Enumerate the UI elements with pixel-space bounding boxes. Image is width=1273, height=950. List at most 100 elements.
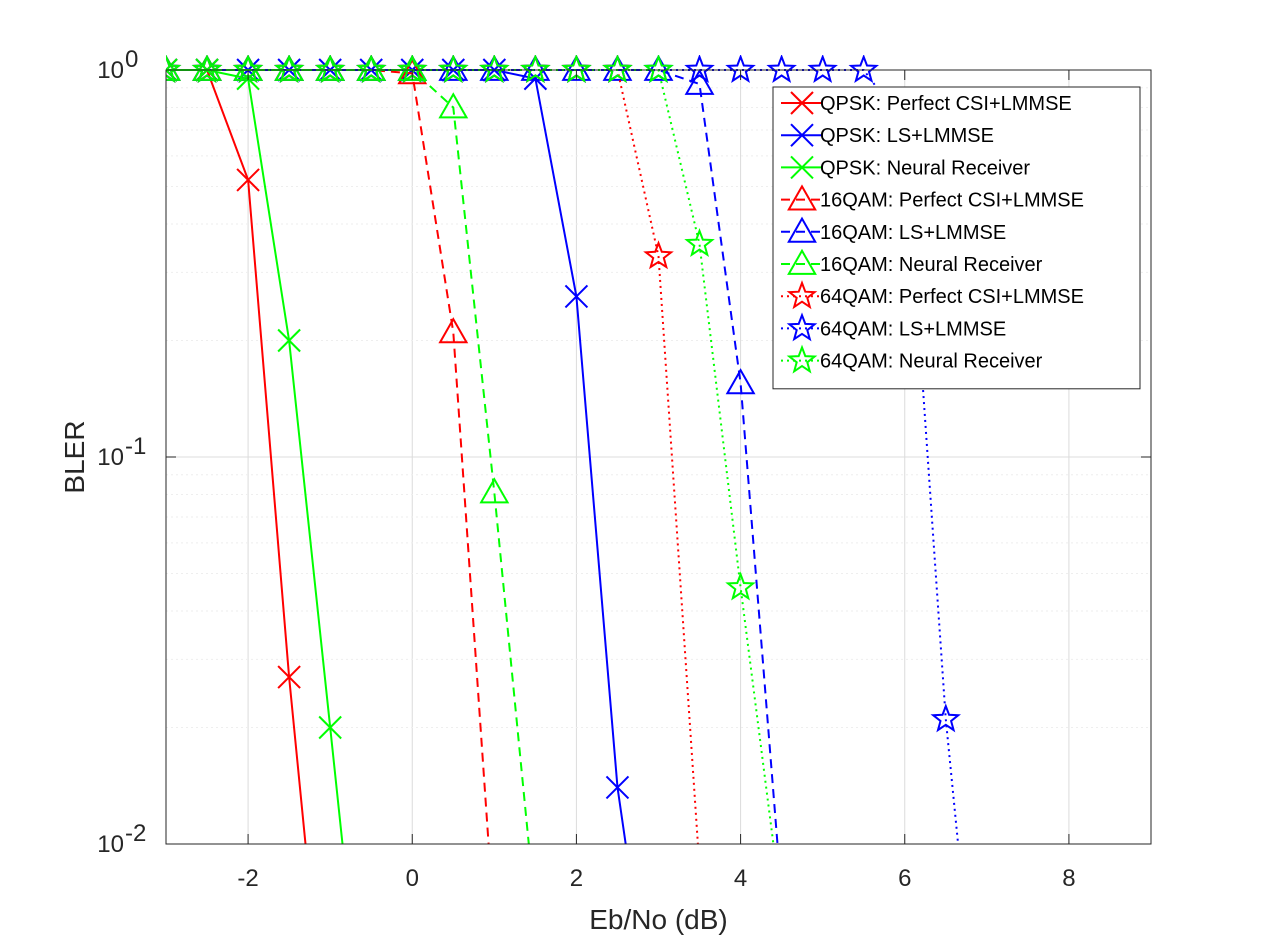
marker-stroke: [236, 168, 260, 192]
legend-entry: QPSK: Neural Receiver: [781, 155, 1030, 180]
marker-triangle: [684, 68, 715, 95]
legend-label: 64QAM: LS+LMMSE: [820, 318, 1006, 340]
marker-triangle: [643, 55, 674, 81]
marker-star: [166, 55, 182, 84]
marker-triangle: [602, 55, 633, 81]
legend-label: 64QAM: Neural Receiver: [820, 351, 1043, 373]
legend-label: 16QAM: Perfect CSI+LMMSE: [820, 190, 1084, 212]
y-tick-label: 10: [97, 57, 124, 84]
marker-triangle: [787, 184, 817, 211]
marker-triangle: [166, 55, 181, 81]
marker-star: [766, 55, 797, 84]
marker-stroke: [166, 58, 178, 72]
marker-x: [790, 91, 814, 115]
series-1: [166, 58, 307, 844]
legend-label: QPSK: Neural Receiver: [820, 157, 1030, 179]
legend-entry: 64QAM: Neural Receiver: [781, 344, 1043, 374]
legend-entry: 16QAM: Perfect CSI+LMMSE: [781, 184, 1084, 212]
legend-label: 16QAM: Neural Receiver: [820, 254, 1043, 276]
marker-stroke: [564, 284, 589, 309]
legend-label: 64QAM: Perfect CSI+LMMSE: [820, 286, 1084, 308]
legend-label: QPSK: LS+LMMSE: [820, 125, 994, 147]
marker-stroke: [318, 715, 342, 740]
marker-star: [725, 571, 756, 601]
marker-star: [273, 55, 305, 84]
marker-star: [643, 240, 674, 270]
marker-star: [807, 55, 838, 84]
legend: QPSK: Perfect CSI+LMMSE QPSK: LS+LMMSE QPS…: [772, 86, 1141, 390]
marker-stroke: [277, 328, 301, 353]
marker-stroke: [790, 123, 814, 147]
marker-x: [277, 665, 301, 689]
marker-triangle: [725, 368, 756, 395]
marker-x: [277, 328, 301, 353]
marker-star: [684, 55, 715, 84]
x-tick-label: 0: [406, 865, 419, 892]
marker-star: [786, 344, 818, 374]
marker-star: [479, 55, 510, 84]
marker-triangle: [274, 55, 305, 81]
series-2: [166, 58, 630, 844]
legend-label: QPSK: Perfect CSI+LMMSE: [820, 93, 1072, 115]
legend-label: 16QAM: LS+LMMSE: [820, 222, 1006, 244]
marker-triangle: [479, 55, 510, 81]
x-tick-label: 4: [734, 865, 747, 892]
marker-star: [602, 55, 633, 84]
legend-entry: QPSK: LS+LMMSE: [781, 123, 994, 147]
marker-x: [564, 284, 589, 309]
marker-stroke: [790, 155, 814, 180]
marker-x: [605, 775, 630, 800]
marker-star: [684, 228, 715, 258]
marker-x: [318, 715, 342, 740]
marker-star: [314, 55, 346, 84]
y-tick-exponent: -1: [125, 433, 146, 460]
marker-triangle: [192, 55, 222, 81]
x-tick-label: 6: [898, 865, 911, 892]
marker-star: [786, 312, 818, 342]
marker-star: [848, 55, 880, 84]
series-6: [166, 55, 530, 844]
marker-triangle: [438, 55, 469, 81]
marker-x: [790, 155, 814, 180]
marker-star: [786, 280, 818, 310]
y-tick-label: 10: [97, 831, 124, 858]
marker-stroke: [605, 775, 630, 800]
x-axis-label: Eb/No (dB): [589, 904, 728, 935]
marker-stroke: [790, 91, 814, 115]
x-tick-label: -2: [237, 865, 258, 892]
series-line: [166, 69, 490, 844]
marker-triangle: [787, 248, 817, 275]
marker-triangle: [356, 55, 387, 81]
legend-entry: 16QAM: Neural Receiver: [781, 248, 1043, 276]
marker-stroke: [277, 665, 301, 689]
marker-triangle: [479, 477, 510, 504]
marker-triangle: [438, 317, 469, 344]
legend-entry: 64QAM: LS+LMMSE: [781, 312, 1006, 342]
marker-star: [930, 703, 961, 733]
series-4: [166, 55, 490, 844]
y-tick-exponent: 0: [125, 46, 138, 73]
x-tick-label: 2: [570, 865, 583, 892]
series-3: [166, 58, 344, 844]
marker-triangle: [520, 55, 551, 81]
legend-box: [772, 86, 1141, 390]
marker-triangle: [787, 216, 817, 243]
y-tick-exponent: -2: [125, 820, 146, 847]
legend-entry: 64QAM: Perfect CSI+LMMSE: [781, 280, 1084, 310]
marker-star: [643, 55, 674, 84]
marker-x: [790, 123, 814, 147]
marker-triangle: [438, 92, 469, 119]
marker-star: [520, 55, 551, 84]
marker-triangle: [315, 55, 346, 81]
marker-star: [356, 55, 387, 84]
marker-star: [437, 55, 469, 84]
marker-star: [191, 55, 223, 84]
marker-x: [236, 168, 260, 192]
y-tick-label: 10: [97, 444, 124, 471]
y-axis-label: BLER: [59, 420, 90, 493]
x-tick-label: 8: [1062, 865, 1075, 892]
legend-entry: QPSK: Perfect CSI+LMMSE: [781, 91, 1072, 115]
legend-entry: 16QAM: LS+LMMSE: [781, 216, 1006, 244]
